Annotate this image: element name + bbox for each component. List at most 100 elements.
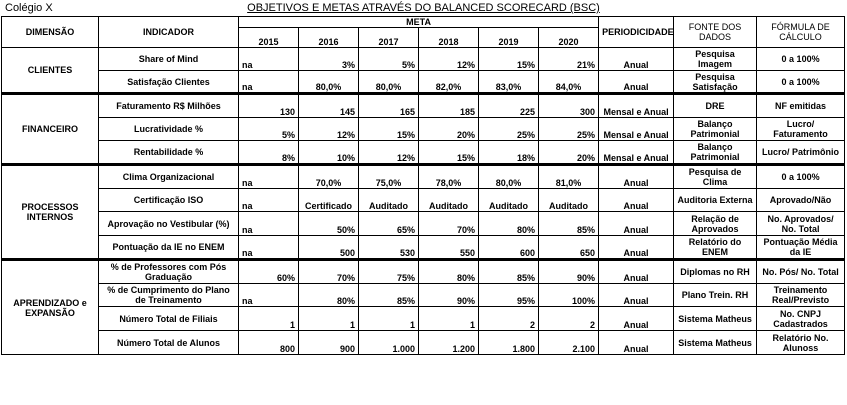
year-value-cell: 5% xyxy=(238,117,299,141)
source-cell: Auditoria Externa xyxy=(673,188,758,212)
year-value-cell: 530 xyxy=(358,235,419,260)
table-row: Número Total de Filiais 1 1 1 1 2 2 Anual Sistem… xyxy=(2,306,846,331)
year-value-cell: 80% xyxy=(418,258,479,284)
dimension-cell: PROCESSOS INTERNOS xyxy=(1,163,99,260)
period-cell: Mensal e Anual xyxy=(598,117,675,141)
year-value-cell: Auditado xyxy=(418,188,479,212)
table-row: Satisfação Clientes na 80,0% 80,0% 82,0% 83,0… xyxy=(2,70,846,94)
year-value-cell: 75,0% xyxy=(358,163,419,189)
source-cell: Balanço Patrimonial xyxy=(673,117,758,141)
year-value-cell: 1.800 xyxy=(478,330,539,355)
year-value-cell: 12% xyxy=(358,140,419,165)
col-year: 2018 xyxy=(418,27,479,48)
year-value-cell: 95% xyxy=(478,283,539,307)
table-row: Certificação ISO na Certificado Auditado Aud… xyxy=(2,188,846,212)
col-year: 2016 xyxy=(298,27,359,48)
formula-cell: Treinamento Real/Previsto xyxy=(756,283,846,307)
year-value-cell: na xyxy=(238,283,299,307)
source-cell: Diplomas no RH xyxy=(673,258,758,284)
year-value-cell: 78,0% xyxy=(418,163,479,189)
year-value-cell: 65% xyxy=(358,211,419,236)
source-cell: Relatório do ENEM xyxy=(673,235,758,260)
indicator-cell: Certificação ISO xyxy=(98,188,239,212)
year-value-cell: 650 xyxy=(537,235,600,260)
year-value-cell: 100% xyxy=(537,283,600,307)
year-value-cell: 75% xyxy=(358,258,419,284)
col-formula: FÓRMULA DE CÁLCULO xyxy=(756,16,846,48)
table-row: Rentabilidade % 8% 10% 12% 15% 18% 20% Mensal e… xyxy=(2,140,846,165)
period-cell: Anual xyxy=(598,235,675,260)
year-value-cell: 185 xyxy=(418,92,479,118)
year-value-cell: 800 xyxy=(238,330,299,355)
source-cell: Pesquisa Satisfação xyxy=(673,70,758,94)
year-value-cell: 12% xyxy=(298,117,359,141)
indicator-cell: % de Professores com Pós Graduação xyxy=(98,258,239,284)
year-value-cell: 2 xyxy=(478,306,539,331)
col-fonte: FONTE DOS DADOS xyxy=(673,16,758,48)
year-value-cell: na xyxy=(238,163,299,189)
year-value-cell: 83,0% xyxy=(478,70,539,94)
year-value-cell: 85% xyxy=(537,211,600,236)
year-value-cell: na xyxy=(238,235,299,260)
year-value-cell: 15% xyxy=(358,117,419,141)
year-value-cell: 80,0% xyxy=(298,70,359,94)
bsc-table: DIMENSÃO INDICADOR META PERIODICIDADE FO… xyxy=(1,16,846,355)
table-row: PROCESSOS INTERNOS Clima Organizacional na… xyxy=(1,163,846,260)
col-year: 2020 xyxy=(537,27,600,48)
formula-cell: 0 a 100% xyxy=(756,163,846,189)
indicator-cell: Número Total de Alunos xyxy=(98,330,239,355)
period-cell: Mensal e Anual xyxy=(598,92,675,118)
indicator-cell: % de Cumprimento do Plano de Treinamento xyxy=(98,283,239,307)
year-value-cell: na xyxy=(238,47,299,71)
indicator-cell: Número Total de Filiais xyxy=(98,306,239,331)
source-cell: Plano Trein. RH xyxy=(673,283,758,307)
period-cell: Anual xyxy=(598,330,675,355)
year-value-cell: 1 xyxy=(298,306,359,331)
period-cell: Anual xyxy=(598,70,675,94)
formula-cell: No. CNPJ Cadastrados xyxy=(756,306,846,331)
year-value-cell: 80,0% xyxy=(478,163,539,189)
table-row: FINANCEIRO Faturamento R$ Milhões 130 145 16… xyxy=(1,92,846,165)
col-meta: META xyxy=(237,16,600,28)
source-cell: Relação de Aprovados xyxy=(673,211,758,236)
year-value-cell: 81,0% xyxy=(537,163,600,189)
period-cell: Anual xyxy=(598,47,675,71)
dimension-cell: APRENDIZADO e EXPANSÃO xyxy=(1,258,99,355)
year-value-cell: 15% xyxy=(418,140,479,165)
year-value-cell: 5% xyxy=(358,47,419,71)
formula-cell: 0 a 100% xyxy=(756,70,846,94)
year-value-cell: 550 xyxy=(418,235,479,260)
period-cell: Anual xyxy=(598,283,675,307)
col-year: 2017 xyxy=(358,27,419,48)
period-cell: Anual xyxy=(598,211,675,236)
formula-cell: Relatório No. Alunoss xyxy=(756,330,846,355)
table-row: % de Cumprimento do Plano de Treinamento… xyxy=(2,283,846,307)
year-value-cell: 10% xyxy=(298,140,359,165)
year-value-cell: 90% xyxy=(537,258,600,284)
source-cell: DRE xyxy=(673,92,758,118)
formula-cell: Lucro/ Faturamento xyxy=(756,117,846,141)
col-indicador: INDICADOR xyxy=(98,16,239,48)
year-value-cell: 85% xyxy=(358,283,419,307)
col-periodicidade: PERIODICIDADE xyxy=(598,16,675,48)
period-cell: Mensal e Anual xyxy=(598,140,675,165)
year-value-cell: na xyxy=(238,70,299,94)
year-value-cell: 90% xyxy=(418,283,479,307)
formula-cell: 0 a 100% xyxy=(756,47,846,71)
source-cell: Pesquisa Imagem xyxy=(673,47,758,71)
source-cell: Pesquisa de Clima xyxy=(673,163,758,189)
year-value-cell: 600 xyxy=(478,235,539,260)
year-value-cell: 1 xyxy=(238,306,299,331)
year-value-cell: 70,0% xyxy=(298,163,359,189)
indicator-cell: Lucratividade % xyxy=(98,117,239,141)
year-value-cell: 60% xyxy=(238,258,299,284)
year-value-cell: 2 xyxy=(537,306,600,331)
school-name: Colégio X xyxy=(5,2,53,14)
year-value-cell: 2.100 xyxy=(537,330,600,355)
col-year: 2015 xyxy=(238,27,299,48)
year-value-cell: 25% xyxy=(478,117,539,141)
formula-cell: Pontuação Média da IE xyxy=(756,235,846,260)
formula-cell: No. Pós/ No. Total xyxy=(756,258,846,284)
year-value-cell: 15% xyxy=(478,47,539,71)
indicator-cell: Clima Organizacional xyxy=(98,163,239,189)
